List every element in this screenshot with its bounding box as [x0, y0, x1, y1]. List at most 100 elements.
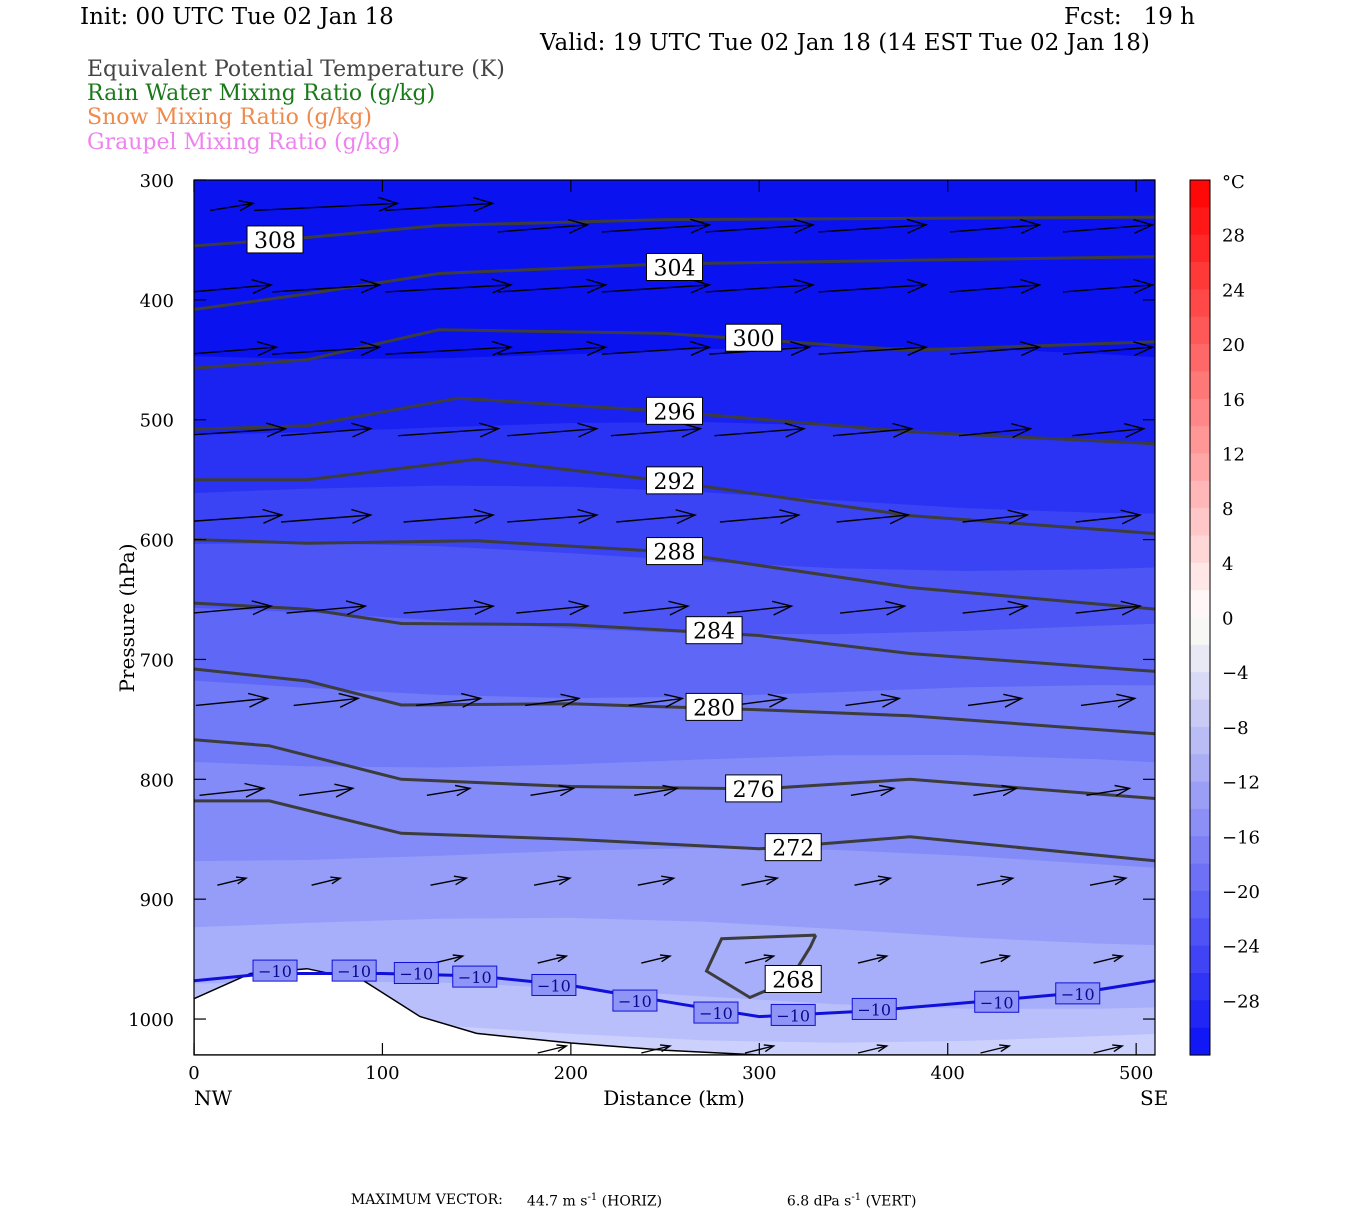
wind-vector-head — [378, 196, 400, 212]
y-tick-label: 600 — [140, 531, 174, 552]
wind-vector — [1075, 509, 1143, 525]
wind-vector-head — [999, 954, 1012, 963]
wind-vector-head — [1000, 875, 1015, 886]
vert-value: 6.8 dPa s — [786, 1193, 852, 1210]
wind-vector-shaft — [195, 697, 268, 707]
theta-e-label: 268 — [772, 968, 814, 993]
wind-vector — [430, 875, 469, 886]
wind-vector — [1089, 875, 1128, 886]
wind-vector-shaft — [281, 514, 371, 523]
wind-vector-head — [560, 693, 581, 708]
theta-e-label: 276 — [733, 778, 775, 803]
wind-vector-head — [556, 1044, 569, 1053]
wind-vector — [1063, 278, 1155, 294]
isotherm-label-box — [693, 1001, 739, 1024]
wind-vector — [426, 784, 472, 797]
wind-vector-head — [878, 784, 896, 797]
wind-vector — [976, 875, 1015, 886]
wind-vector-shaft — [840, 605, 905, 614]
colorbar-tick-label: −16 — [1222, 827, 1260, 848]
colorbar-segment — [1190, 180, 1210, 208]
wind-vector-head — [885, 600, 907, 616]
theta-e-label: 296 — [654, 400, 696, 425]
colorbar-segment — [1190, 1000, 1210, 1029]
wind-vector — [194, 279, 274, 295]
theta-e-label-box — [246, 225, 304, 254]
wind-vector-shaft — [741, 877, 778, 886]
wind-vector-shaft — [426, 787, 471, 796]
colorbar-tick-label: −24 — [1222, 937, 1260, 958]
wind-vector-head — [880, 693, 902, 708]
wind-vector-shaft — [850, 787, 894, 796]
theta-e-label: 272 — [772, 837, 814, 862]
wind-vector-head — [247, 692, 270, 708]
wind-vector-shaft — [403, 605, 494, 614]
colorbar-segment — [1190, 1027, 1210, 1056]
wind-vector-shaft — [507, 514, 597, 523]
wind-vector — [385, 197, 495, 213]
wind-vector-shaft — [705, 224, 814, 233]
y-tick-label: 900 — [140, 890, 174, 911]
wind-vector-shaft — [950, 284, 1040, 293]
wind-vector — [533, 875, 572, 886]
wind-vector-head — [1020, 278, 1042, 294]
wind-vector-head — [1114, 784, 1132, 797]
wind-vector-head — [906, 218, 929, 234]
wind-vector-shaft — [194, 346, 277, 355]
wind-vector-shaft — [950, 346, 1040, 355]
wind-vector-shaft — [976, 877, 1013, 886]
wind-vector-shaft — [818, 224, 927, 233]
wind-vector — [601, 278, 712, 294]
colorbar-segment — [1190, 316, 1210, 345]
wind-vector-head — [262, 508, 284, 524]
wind-vector-shaft — [398, 428, 499, 437]
isotherm-label-box — [851, 997, 897, 1020]
wind-vector-shaft — [1075, 514, 1141, 523]
wind-vector — [385, 340, 514, 356]
wind-vector — [498, 278, 608, 294]
isotherm-label: −10 — [458, 968, 492, 987]
wind-vector-head — [1120, 600, 1143, 616]
wind-vector-head — [452, 954, 465, 963]
wind-vector — [950, 218, 1042, 234]
wind-vector-shaft — [498, 346, 606, 355]
wind-vector-shaft — [623, 605, 688, 614]
valid-time: Valid: 19 UTC Tue 02 Jan 18 (14 EST Tue … — [540, 30, 1150, 56]
wind-vector-head — [473, 600, 496, 616]
terrain-surface — [194, 967, 1155, 1055]
wind-vector-head — [1007, 600, 1030, 616]
wind-vector-head — [876, 1044, 889, 1053]
wind-vector-shaft — [416, 697, 481, 707]
theta-e-contour-292 — [194, 457, 1155, 536]
wind-vector-shaft — [973, 787, 1017, 796]
wind-vector-head — [1133, 341, 1155, 357]
wind-vector-shaft — [498, 284, 606, 293]
wind-vector-shaft — [832, 428, 912, 437]
wind-vector-head — [690, 340, 712, 356]
wind-vector-head — [664, 693, 685, 708]
wind-vector-shaft — [194, 514, 282, 522]
colorbar-segment — [1190, 562, 1210, 591]
wind-vector-shaft — [537, 1045, 567, 1054]
wind-vector — [818, 218, 929, 234]
plot-frame — [193, 179, 1156, 1056]
wind-vector — [980, 1044, 1012, 1054]
wind-vector-head — [266, 422, 288, 438]
theta-e-label-box — [764, 964, 822, 993]
max-vector-title: MAXIMUM VECTOR: — [350, 1192, 503, 1208]
wind-vector — [299, 783, 355, 798]
wind-vector — [1093, 954, 1125, 964]
wind-vector — [497, 218, 590, 234]
colorbar-tick-label: 28 — [1222, 226, 1245, 247]
wind-vector — [516, 600, 590, 616]
wind-vector — [403, 508, 496, 524]
wind-vector-head — [690, 218, 712, 234]
colorbar-tick-label: −8 — [1222, 718, 1249, 739]
wind-vector-shaft — [199, 787, 264, 796]
colorbar-segment — [1190, 726, 1210, 755]
colorbar-tick-label: 16 — [1222, 390, 1245, 411]
wind-vector-shaft — [637, 877, 674, 886]
wind-vector-head — [764, 875, 780, 886]
wind-vector — [293, 692, 361, 708]
max-vector-horiz: 44.7 m s-1 (HORIZ) — [518, 1176, 662, 1210]
